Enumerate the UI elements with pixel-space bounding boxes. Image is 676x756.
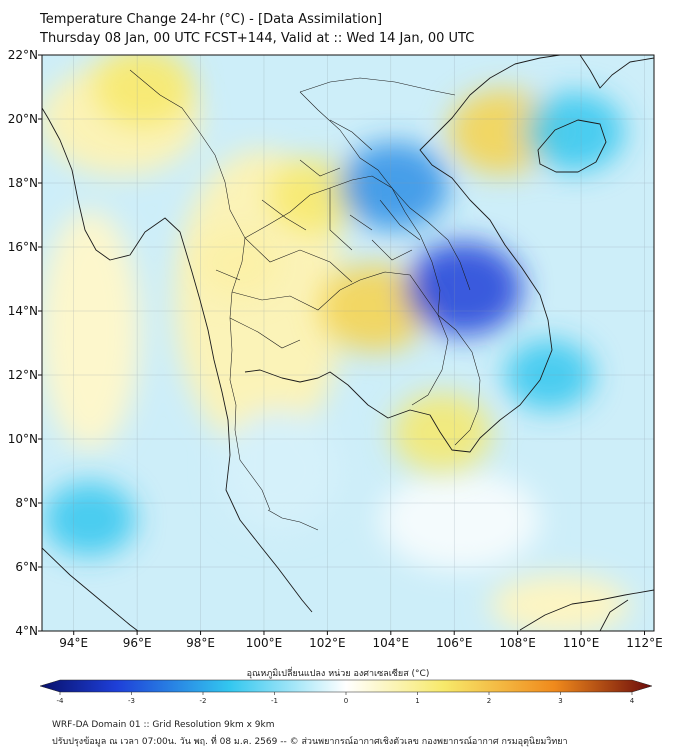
lon-tick-labels: 94°E 96°E 98°E 100°E 102°E 104°E 106°E 108°E 110… <box>59 636 662 650</box>
lat-label: 14°N <box>8 304 38 318</box>
footer-domain-info: WRF-DA Domain 01 :: Grid Resolution 9km … <box>52 720 275 730</box>
lon-label: 102°E <box>309 636 346 650</box>
warm-wash-south <box>490 575 630 631</box>
lon-label: 98°E <box>186 636 215 650</box>
coastline-mainland <box>42 107 313 613</box>
border-cambodia-vietnam <box>437 314 481 446</box>
colorbar-tick-label: 4 <box>630 697 635 705</box>
lat-label: 8°N <box>15 496 38 510</box>
anomaly-warm-mekong-delta <box>391 392 492 473</box>
lat-label: 4°N <box>15 624 38 638</box>
border-malaysia <box>267 509 319 531</box>
colorbar-tick-label: 3 <box>558 697 562 705</box>
colorbar-tick-label: 0 <box>344 697 348 705</box>
colorbar-tick-label: 2 <box>487 697 491 705</box>
coastline-gulf-thailand <box>244 55 561 453</box>
coastline-hainan <box>537 119 607 173</box>
lon-label: 110°E <box>563 636 600 650</box>
anomaly-warm-cambodia-west <box>319 263 430 352</box>
colorbar-tick-label: -2 <box>200 697 207 705</box>
lat-label: 10°N <box>8 432 38 446</box>
anomaly-warm-north-thailand <box>268 159 361 233</box>
lon-label: 106°E <box>436 636 473 650</box>
map-subtitle: Thursday 08 Jan, 00 UTC FCST+144, Valid … <box>40 31 475 46</box>
warm-wash-myanmar-coast <box>42 210 140 450</box>
coastline-leizhou <box>579 55 654 89</box>
anomaly-warm-myanmar-north <box>93 55 194 127</box>
anomaly-warm-west-thailand <box>196 229 282 297</box>
lon-label: 104°E <box>373 636 410 650</box>
footer-update-info: ปรับปรุงข้อมูล ณ เวลา 07:00น. วัน พฤ. ที… <box>52 737 568 747</box>
colorbar-tick-label: -4 <box>57 697 65 705</box>
border-laos-vietnam <box>299 91 471 291</box>
anomaly-cold-gulf-tonkin <box>525 92 625 172</box>
lat-label: 12°N <box>8 368 38 382</box>
provinces-thailand <box>215 159 413 349</box>
map-title: Temperature Change 24-hr (°C) - [Data As… <box>40 12 383 27</box>
lon-label: 94°E <box>59 636 88 650</box>
coastline-borneo <box>519 589 654 631</box>
provinces-laos <box>329 119 421 241</box>
anomaly-cold-andaman <box>43 482 136 556</box>
anomaly-cold-laos-east <box>338 142 449 231</box>
coastline-sumatra <box>42 547 139 631</box>
graticule <box>42 54 654 632</box>
lat-label: 16°N <box>8 240 38 254</box>
lon-label: 112°E <box>626 636 663 650</box>
colorbar: -4 -3 -2 -1 0 1 2 3 4 <box>39 679 653 705</box>
axis-ticks <box>38 54 645 635</box>
coastlines <box>42 55 654 631</box>
border-china <box>129 69 456 96</box>
lat-label: 18°N <box>8 176 38 190</box>
anomaly-centers <box>43 55 625 556</box>
neutral-wash-sea <box>380 470 540 570</box>
lat-tick-labels: 22°N 20°N 18°N 16°N 14°N 12°N 10°N 8°N 6°N 4°N <box>8 48 38 638</box>
anomaly-cold-cambodia-east <box>405 241 523 336</box>
country-borders <box>129 69 481 531</box>
lat-label: 20°N <box>8 112 38 126</box>
colorbar-bar <box>39 679 653 693</box>
lat-label: 6°N <box>15 560 38 574</box>
colorbar-tick-label: 1 <box>415 697 419 705</box>
cool-wash-gulf <box>220 410 340 530</box>
lat-label: 22°N <box>8 48 38 62</box>
colorbar-tick-label: -1 <box>271 697 278 705</box>
map-frame <box>41 54 655 632</box>
coastline-borneo-north <box>599 599 629 631</box>
colorbar-ticks: -4 -3 -2 -1 0 1 2 3 4 <box>57 692 635 705</box>
lon-label: 100°E <box>246 636 283 650</box>
colorbar-tick-label: -3 <box>128 697 135 705</box>
lon-label: 108°E <box>499 636 536 650</box>
border-thailand-laos <box>244 175 441 316</box>
anomaly-warm-hainan-west <box>448 89 555 175</box>
colorbar-label: อุณหภูมิเปลี่ยนแปลง หน่วย องศาเซลเซียส (… <box>246 669 430 679</box>
lon-label: 96°E <box>123 636 152 650</box>
